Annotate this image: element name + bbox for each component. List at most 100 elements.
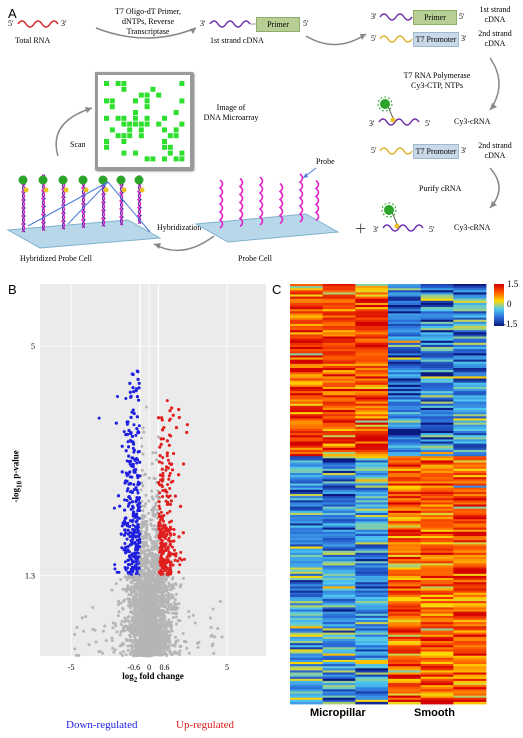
volcano-point — [162, 647, 166, 651]
volcano-point-up — [170, 468, 175, 472]
heatmap-cell — [322, 449, 356, 453]
heatmap-cell — [388, 601, 422, 604]
heatmap-cell — [355, 670, 389, 673]
microarray-spot — [133, 98, 138, 104]
volcano-point-down — [134, 544, 138, 549]
heatmap-cell — [453, 578, 487, 581]
heatmap-cell — [453, 485, 487, 489]
volcano-point — [181, 576, 185, 580]
heatmap-cell — [322, 326, 356, 329]
heatmap-cell — [453, 382, 487, 386]
heatmap-cell — [355, 351, 389, 354]
heatmap-cell — [290, 382, 324, 386]
heatmap-cell — [420, 391, 454, 394]
volcano-point — [142, 504, 146, 508]
heatmap-cell — [388, 529, 422, 533]
heatmap-cell — [355, 611, 389, 615]
heatmap-cell — [453, 305, 487, 308]
heatmap-cell — [420, 441, 454, 444]
heatmap-cell — [453, 328, 487, 331]
heatmap-cell — [322, 662, 356, 665]
xlabel-main: log — [122, 671, 134, 681]
heatmap-cell — [420, 410, 454, 413]
heatmap-cell — [453, 599, 487, 602]
volcano-point — [152, 562, 156, 566]
volcano-point — [158, 612, 162, 616]
heatmap-cell — [388, 596, 422, 600]
volcano-point — [138, 620, 142, 624]
total-rna-strand: 5' 3' — [8, 19, 67, 28]
volcano-point — [158, 649, 162, 653]
heatmap-cell — [420, 649, 454, 652]
volcano-point — [157, 574, 161, 578]
volcano-point — [162, 597, 166, 601]
group-label-micropillar: Micropillar — [310, 707, 366, 719]
heatmap-cell — [453, 613, 487, 617]
volcano-point-up — [181, 531, 185, 535]
heatmap-cell — [322, 548, 356, 552]
volcano-point — [115, 394, 119, 398]
heatmap-cell — [453, 435, 487, 438]
heatmap-cell — [290, 582, 324, 585]
heatmap-cell — [322, 603, 356, 606]
heatmap-cell — [290, 689, 324, 692]
svg-text:5': 5' — [429, 225, 435, 234]
heatmap-cell — [355, 563, 389, 566]
heatmap-cell — [322, 338, 356, 342]
volcano-point — [131, 446, 135, 450]
heatmap-cell — [355, 342, 389, 346]
heatmap-cell — [453, 645, 487, 648]
volcano-point — [139, 526, 143, 530]
heatmap-cell — [420, 573, 454, 577]
volcano-point — [131, 612, 135, 616]
volcano-point-up — [178, 556, 182, 560]
volcano-point — [133, 604, 137, 608]
heatmap-cell — [388, 351, 422, 354]
volcano-point — [110, 588, 114, 592]
volcano-point — [178, 585, 182, 589]
microarray-spot — [167, 150, 173, 156]
volcano-point — [161, 582, 165, 586]
heatmap-cell — [453, 399, 487, 402]
heatmap-cell — [420, 382, 454, 386]
heatmap-cell — [420, 445, 454, 449]
heatmap-cell — [322, 697, 356, 701]
heatmap-cell — [290, 540, 324, 543]
volcano-point-up — [160, 484, 164, 489]
heatmap-cell — [290, 391, 324, 394]
xlabel-rest: fold change — [137, 671, 184, 681]
volcano-point — [174, 598, 178, 602]
heatmap-cell — [420, 294, 454, 297]
heatmap-cell — [453, 376, 487, 379]
microarray-spot — [104, 144, 109, 150]
volcano-point — [142, 514, 146, 518]
heatmap-cell — [322, 678, 356, 682]
heatmap-cell — [355, 586, 389, 589]
heatmap-cell — [290, 655, 324, 659]
t7-promoter-box-2: T7 Promoter — [413, 144, 459, 159]
heatmap-cell — [322, 473, 356, 476]
volcano-point-up — [167, 553, 171, 558]
heatmap-cell — [290, 298, 324, 302]
heatmap-cell — [453, 296, 487, 300]
heatmap-cell — [355, 359, 389, 363]
purify-label: Purify cRNA — [419, 184, 462, 193]
microarray-spot — [162, 139, 167, 144]
heatmap-cell — [453, 416, 487, 419]
heatmap-cell — [355, 693, 389, 696]
heatmap-cell — [290, 363, 324, 367]
heatmap-cell — [388, 691, 422, 694]
volcano-point-down — [136, 377, 140, 381]
heatmap-cell — [420, 309, 454, 312]
volcano-point — [210, 644, 214, 648]
svg-text:3': 3' — [373, 225, 379, 234]
heatmap-cell — [290, 326, 324, 329]
heatmap-cell — [453, 380, 487, 384]
volcano-point-up — [163, 489, 167, 493]
volcano-point — [97, 416, 101, 420]
heatmap-cell — [322, 567, 356, 570]
heatmap-cell — [322, 651, 356, 654]
volcano-point — [114, 582, 118, 586]
volcano-point-down — [131, 408, 135, 412]
heatmap-cell — [355, 487, 389, 491]
